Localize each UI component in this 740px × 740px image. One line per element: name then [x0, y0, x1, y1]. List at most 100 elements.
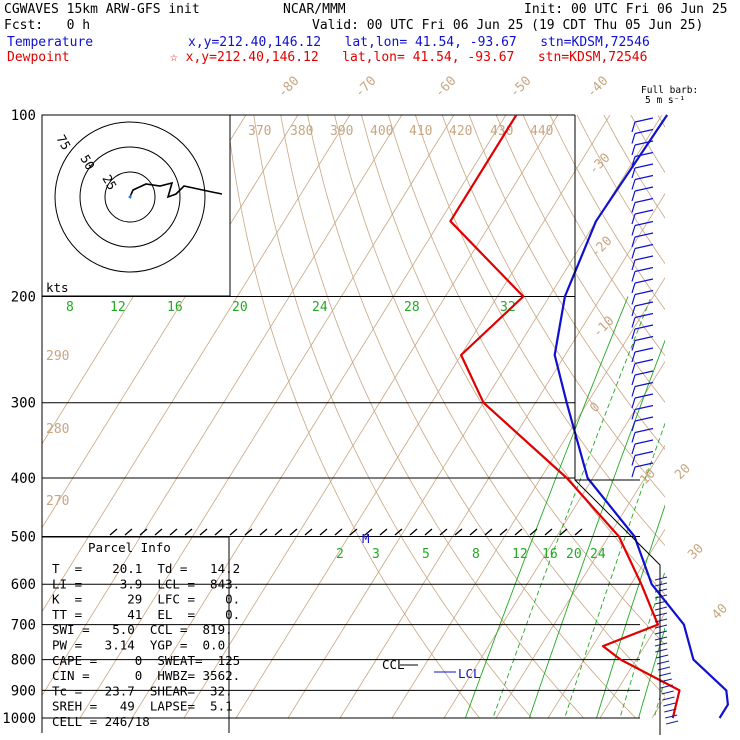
wind-barb	[654, 606, 668, 611]
wind-barb	[634, 370, 654, 376]
mixing-ratio-label: 20	[566, 547, 582, 562]
pressure-label: 600	[11, 577, 36, 593]
mixing-ratio-label: 20	[232, 300, 248, 315]
mixing-ratio-line	[596, 504, 665, 718]
hodograph-ring-outer	[54, 121, 206, 273]
mixing-ratio-label: 12	[512, 547, 528, 562]
wind-barb	[634, 381, 654, 388]
isotherm-label: -40	[584, 74, 611, 101]
wind-barb	[634, 439, 654, 445]
dewpoint-location: ☆ x,y=212.40,146.12 lat,lon= 41.54, -93.…	[170, 50, 648, 65]
parcel-info-row: CAPE = 0 SWEAT= 125	[52, 653, 240, 668]
wind-barb	[634, 404, 654, 411]
wind-barb	[634, 255, 654, 261]
dry-adiabat-line	[334, 115, 665, 697]
model-title: CGWAVES 15km ARW-GFS init	[4, 2, 200, 17]
wind-barb	[634, 347, 654, 353]
wind-barb	[654, 582, 668, 587]
isotherm-label: 0	[587, 400, 603, 416]
wind-barb	[634, 128, 654, 135]
wind-barb-shaft	[631, 259, 636, 271]
freezing-hatch	[529, 528, 538, 536]
isotherm-label: -50	[507, 74, 534, 101]
wind-barb	[665, 720, 679, 725]
isotherm-line	[599, 612, 665, 718]
parcel-info-row: CIN = 0 HWBZ= 3562.	[52, 668, 240, 683]
isotherm-label: -80	[275, 74, 302, 101]
wind-barb-shaft	[631, 167, 636, 179]
pressure-label: 800	[11, 653, 36, 669]
wind-barb	[634, 289, 654, 296]
pressure-label: 200	[11, 290, 36, 306]
dry-adiabat-line	[657, 115, 665, 128]
dry-adiabat-lines	[226, 115, 665, 718]
dry-adiabat-label: 400	[370, 124, 393, 139]
wind-barb	[634, 301, 654, 307]
mixing-ratio-label: 3	[372, 547, 380, 562]
mixing-ratio-label: 12	[110, 300, 126, 315]
freezing-hatch	[469, 528, 478, 536]
mixing-ratio-label: 16	[167, 300, 183, 315]
mixing-ratio-label: 24	[312, 300, 328, 315]
wind-barb	[634, 174, 654, 181]
dry-adiabat-line	[468, 115, 665, 451]
wind-barb-shaft	[631, 248, 636, 259]
wind-barb-shaft	[631, 156, 636, 167]
wind-barb	[634, 416, 654, 422]
wind-barb	[634, 278, 654, 284]
wind-barb	[661, 690, 674, 695]
wind-barb	[654, 588, 668, 593]
freezing-hatch	[139, 528, 148, 536]
wind-barb	[654, 636, 668, 641]
isotherm-label: -20	[588, 234, 615, 261]
wind-barb	[634, 197, 654, 204]
wind-barb-shaft	[631, 133, 636, 144]
parcel-info-panel: Parcel Info T = 20.1 Td = 14.2LI = 3.9 L…	[42, 536, 240, 733]
wind-barb-shaft	[631, 374, 636, 386]
wind-barb-shaft	[631, 144, 636, 156]
wind-barb-shaft	[631, 351, 636, 363]
parcel-info-row: SWI = 5.0 CCL = 819.	[52, 622, 233, 637]
barb-key-line2: 5 m s⁻¹	[645, 95, 686, 106]
hodograph-inset: 75 50 25 kts	[41, 114, 231, 297]
wind-barb	[634, 117, 654, 123]
parcel-info-row: TT = 41 EL = 0.	[52, 607, 240, 622]
barb-key-line1: Full barb:	[641, 85, 699, 96]
forecast-hour: Fcst: 0 h	[4, 18, 91, 33]
parcel-info-row: K = 29 LFC = 0.	[52, 592, 240, 607]
wind-barb	[634, 393, 654, 399]
temperature-legend: Temperature	[7, 35, 94, 50]
dry-adiabat-line	[253, 115, 533, 718]
annotation-lcl: LCL	[458, 666, 481, 681]
freezing-hatch	[169, 528, 178, 536]
mixing-ratio-label: 16	[542, 547, 558, 562]
freezing-hatch	[559, 528, 568, 536]
wind-barbs	[631, 117, 679, 725]
wind-barb-shaft	[631, 432, 636, 443]
wind-barb	[634, 266, 654, 273]
freezing-hatch	[229, 528, 238, 536]
freezing-hatch	[544, 528, 553, 536]
mixing-ratio-line	[676, 297, 740, 731]
pressure-label: 1000	[2, 711, 36, 727]
isotherm-line	[183, 115, 559, 718]
dry-adiabat-label: 440	[530, 124, 553, 139]
parcel-info-title: Parcel Info	[88, 540, 171, 555]
isotherm-label: 20	[672, 461, 694, 483]
wind-barb-shaft	[631, 213, 636, 225]
freezing-hatch	[154, 528, 163, 536]
wind-barb	[654, 612, 668, 617]
wind-barb-shaft	[631, 420, 636, 432]
annotation-m: M	[362, 531, 370, 546]
plot-border	[41, 115, 661, 735]
wind-barb	[634, 186, 654, 192]
wind-barb-shaft	[631, 179, 636, 190]
temperature-curve	[553, 114, 729, 719]
hodograph-unit-label: kts	[46, 280, 69, 295]
freezing-hatch	[454, 528, 463, 536]
hodograph-ring-label-50: 50	[77, 152, 98, 173]
wind-barb-shaft	[631, 340, 636, 351]
dewpoint-legend: Dewpoint	[7, 50, 70, 65]
parcel-info-row: SREH = 49 LAPSE= 5.1	[52, 699, 233, 714]
